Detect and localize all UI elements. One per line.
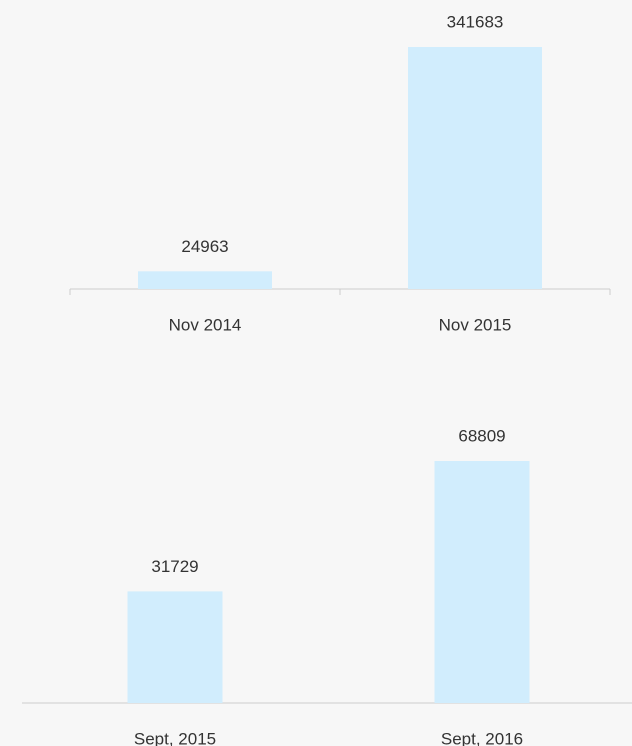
x-tick-label: Sept, 2016 (441, 729, 523, 746)
bar (408, 47, 542, 289)
x-tick-label: Sept, 2015 (134, 729, 216, 746)
bar (127, 591, 223, 703)
bar (434, 461, 530, 703)
value-label: 31729 (151, 557, 198, 576)
value-label: 24963 (181, 237, 228, 256)
x-tick-label: Nov 2014 (169, 315, 242, 334)
value-label: 68809 (458, 426, 505, 445)
x-tick-label: Nov 2015 (439, 315, 512, 334)
bar (138, 271, 272, 289)
value-label: 341683 (447, 12, 504, 31)
